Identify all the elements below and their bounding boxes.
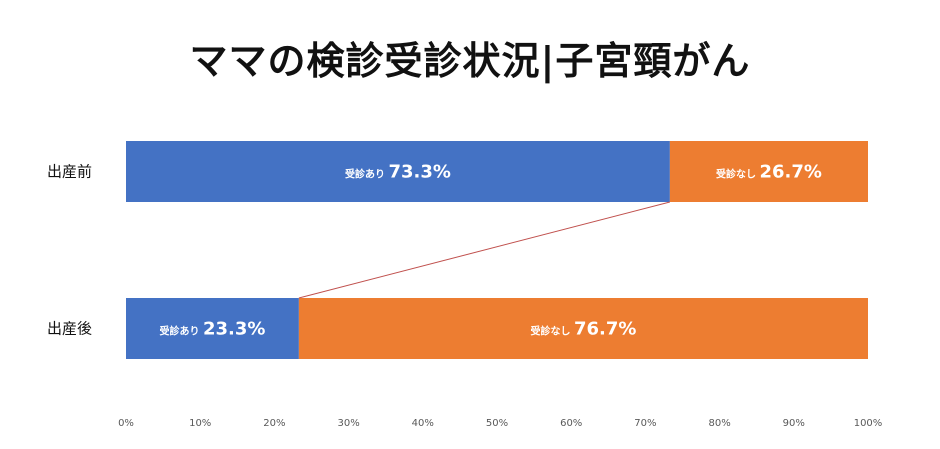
data-label-value: 26.7% xyxy=(759,162,821,183)
x-tick-label: 70% xyxy=(634,418,656,429)
data-label-value: 73.3% xyxy=(388,162,450,183)
data-label-series: 受診なし xyxy=(716,168,759,181)
data-label: 受診なし 76.7% xyxy=(530,319,636,340)
bar-segment xyxy=(298,298,868,359)
data-label: 受診あり 23.3% xyxy=(159,319,265,340)
data-label-series: 受診あり xyxy=(345,168,388,181)
x-tick-label: 100% xyxy=(854,418,883,429)
x-tick-label: 50% xyxy=(486,418,508,429)
x-tick-label: 0% xyxy=(118,418,134,429)
x-tick-label: 80% xyxy=(708,418,730,429)
data-label-series: 受診あり xyxy=(159,325,202,338)
data-label: 受診なし 26.7% xyxy=(716,162,822,183)
data-label: 受診あり 73.3% xyxy=(345,162,451,183)
bar-segment xyxy=(126,141,670,202)
data-label-value: 76.7% xyxy=(574,319,636,340)
category-label: 出産前 xyxy=(47,163,92,181)
x-tick-label: 90% xyxy=(783,418,805,429)
x-tick-label: 60% xyxy=(560,418,582,429)
x-axis: 0% 10% 20% 30% 40% 50% 60% 70% 80% 90% 100% xyxy=(118,418,882,429)
x-tick-label: 30% xyxy=(337,418,359,429)
data-label-series: 受診なし xyxy=(530,325,573,338)
chart-title: ママの検診受診状況|子宮頸がん xyxy=(189,39,751,83)
bar-segment xyxy=(669,141,868,202)
x-tick-label: 10% xyxy=(189,418,211,429)
x-tick-label: 40% xyxy=(412,418,434,429)
x-tick-label: 20% xyxy=(263,418,285,429)
category-label: 出産後 xyxy=(47,320,92,338)
data-label-value: 23.3% xyxy=(203,319,265,340)
labels-layer: 出産前 受診あり 73.3% 受診なし 26.7%出産後 受診あり 23.3% 受診なし… xyxy=(47,162,822,340)
connector-line xyxy=(298,201,671,299)
bar-segment xyxy=(126,298,299,359)
bars-layer xyxy=(126,141,868,359)
